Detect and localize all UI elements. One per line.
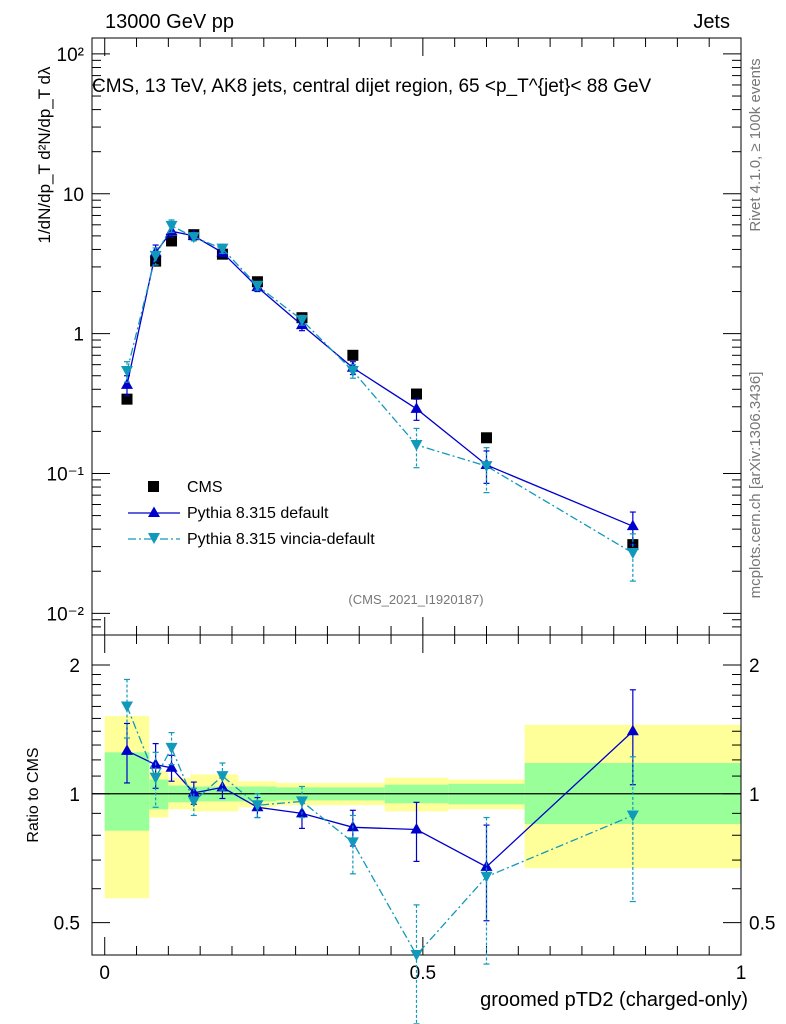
upper-series-0-point-0 <box>121 393 133 405</box>
lower-series-0-point-2 <box>165 761 178 772</box>
lower-series-1-point-0 <box>120 701 133 713</box>
lower-y-tick-label-left-2: 2 <box>69 656 80 677</box>
x-axis-label: groomed pTD2 (charged-only) <box>480 989 748 1011</box>
lower-ticks: 0.5 0.5 1 1 2 2 0 0.5 1 <box>54 635 775 984</box>
upper-series <box>120 219 639 582</box>
x-tick-label-0: 0 <box>99 963 110 984</box>
upper-series-2-point-7 <box>346 366 359 378</box>
lower-series-1-point-7 <box>346 837 359 849</box>
lower-y-label: Ratio to CMS <box>25 747 42 842</box>
lower-series-1-point-3 <box>187 796 200 808</box>
legend-marker-default <box>148 506 160 517</box>
upper-series-2-point-2 <box>165 220 178 232</box>
lower-series-0-point-8 <box>410 823 423 834</box>
lower-series-1-point-10 <box>626 810 639 822</box>
lower-series-1-point-2 <box>165 742 178 754</box>
upper-y-tick-label-1: 10⁻¹ <box>47 464 85 485</box>
mcplots-note: mcplots.cern.ch [arXiv:1306.3436] <box>747 372 764 599</box>
lower-series-1-point-9 <box>480 871 493 883</box>
upper-y-tick-label-2: 1 <box>73 325 84 346</box>
upper-y-tick-label-3: 10 <box>63 185 84 206</box>
header-right: Jets <box>693 11 730 33</box>
lower-series-1-point-6 <box>295 796 308 808</box>
lower-series-0-point-9 <box>480 860 493 871</box>
upper-series-2-point-4 <box>216 243 229 255</box>
upper-y-tick-label-0: 10⁻² <box>47 604 85 625</box>
lower-series-1-point-8 <box>410 950 423 961</box>
upper-y-label: 1/dN/dp_T d²N/dp_T dλ <box>35 66 54 244</box>
lower-y-tick-label-right-1: 1 <box>749 785 760 806</box>
upper-series-2-point-5 <box>251 280 264 292</box>
upper-series-2-point-10 <box>626 548 639 560</box>
x-tick-label-1: 0.5 <box>410 963 436 984</box>
lower-y-tick-label-left-0: 0.5 <box>54 914 80 935</box>
lower-series-0-point-4 <box>216 780 229 792</box>
lower-y-tick-label-left-1: 1 <box>69 785 80 806</box>
upper-series-1-point-10 <box>626 519 639 531</box>
upper-series-2-point-1 <box>149 250 162 262</box>
x-tick-label-2: 1 <box>736 963 747 984</box>
legend-marker-cms <box>148 481 159 492</box>
legend-label-default: Pythia 8.315 default <box>187 505 329 522</box>
upper-series-1-point-8 <box>410 402 423 413</box>
header-left: 13000 GeV pp <box>105 11 234 33</box>
upper-series-1-point-0 <box>120 378 133 389</box>
upper-series-2-point-8 <box>410 439 423 451</box>
lower-series-1-point-4 <box>216 771 229 783</box>
upper-y-tick-label-4: 10² <box>57 45 84 66</box>
upper-series-2-point-0 <box>120 366 133 378</box>
upper-y-ticks: 10⁻² 10⁻¹ 1 10 10² <box>47 38 742 636</box>
upper-series-2-point-3 <box>187 232 200 244</box>
legend-label-vincia: Pythia 8.315 vincia-default <box>187 531 375 548</box>
lower-series-1-point-1 <box>149 772 162 784</box>
upper-series-0-point-2 <box>166 235 178 247</box>
upper-series-0-point-7 <box>347 349 359 361</box>
upper-series-2-line <box>126 224 634 554</box>
legend: CMS Pythia 8.315 default Pythia 8.315 vi… <box>128 479 375 548</box>
analysis-watermark: (CMS_2021_I1920187) <box>348 592 483 607</box>
lower-y-tick-label-right-0: 0.5 <box>749 914 775 935</box>
lower-series-1-point-5 <box>251 800 264 812</box>
ratio-uncertainty-bands <box>104 715 741 899</box>
upper-title: CMS, 13 TeV, AK8 jets, central dijet reg… <box>92 76 652 97</box>
lower-series-0-point-0 <box>120 744 133 755</box>
upper-series-2-point-9 <box>480 461 493 473</box>
upper-series-2-point-6 <box>295 315 308 327</box>
rivet-note: Rivet 4.1.0, ≥ 100k events <box>747 58 764 231</box>
upper-series-0-point-9 <box>480 432 492 444</box>
upper-series-0-point-8 <box>411 388 422 400</box>
legend-marker-vincia <box>148 533 160 544</box>
lower-y-tick-label-right-2: 2 <box>749 656 760 677</box>
legend-label-cms: CMS <box>187 479 223 496</box>
lower-series-0-point-10 <box>626 724 639 736</box>
